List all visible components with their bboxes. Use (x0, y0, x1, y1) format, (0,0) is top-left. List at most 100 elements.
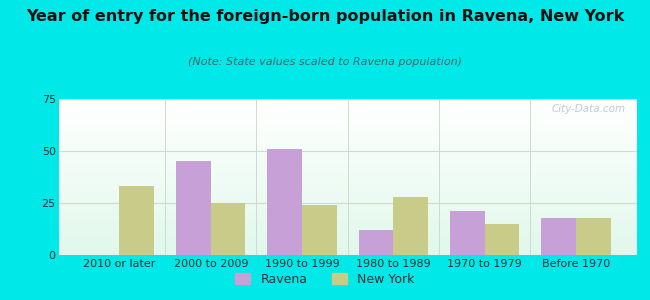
Bar (58, 164, 637, 166)
Bar (58, 130, 637, 132)
Bar (58, 172, 637, 174)
Legend: Ravena, New York: Ravena, New York (230, 268, 420, 291)
Bar (58, 188, 637, 190)
Text: City-Data.com: City-Data.com (551, 104, 625, 114)
Bar (58, 178, 637, 180)
Bar (58, 250, 637, 252)
Bar (58, 182, 637, 183)
Bar (58, 238, 637, 239)
Bar (58, 232, 637, 233)
Bar (58, 152, 637, 154)
Bar (450, 211, 485, 255)
Bar (58, 99, 637, 100)
Bar (58, 197, 637, 199)
Bar (58, 205, 637, 207)
Bar (58, 207, 637, 208)
Bar (58, 122, 637, 124)
Bar (541, 218, 576, 255)
Bar (58, 236, 637, 238)
Bar (58, 211, 637, 213)
Bar (58, 127, 637, 129)
Bar (58, 202, 637, 203)
Bar (58, 203, 637, 205)
Bar (58, 116, 637, 118)
Bar (58, 161, 637, 163)
Bar (58, 216, 637, 218)
Bar (58, 193, 637, 194)
Bar (58, 254, 637, 255)
Bar (58, 224, 637, 225)
Bar (58, 196, 637, 197)
Bar (58, 180, 637, 182)
Bar (58, 230, 637, 232)
Bar (485, 224, 519, 255)
Bar (58, 235, 637, 236)
Bar (58, 241, 637, 242)
Bar (58, 129, 637, 130)
Bar (176, 161, 211, 255)
Bar (58, 183, 637, 185)
Bar (58, 200, 637, 202)
Bar (58, 102, 637, 104)
Bar (58, 246, 637, 247)
Bar (58, 244, 637, 246)
Bar (576, 218, 611, 255)
Bar (58, 155, 637, 157)
Bar (58, 104, 637, 105)
Bar (58, 160, 637, 161)
Bar (58, 174, 637, 176)
Bar (58, 138, 637, 140)
Bar (58, 140, 637, 141)
Bar (58, 112, 637, 113)
Text: Year of entry for the foreign-born population in Ravena, New York: Year of entry for the foreign-born popul… (26, 9, 624, 24)
Bar (58, 169, 637, 171)
Bar (393, 197, 428, 255)
Bar (58, 249, 637, 250)
Bar (58, 115, 637, 116)
Bar (58, 171, 637, 172)
Bar (58, 113, 637, 115)
Bar (211, 203, 246, 255)
Bar (58, 146, 637, 147)
Bar (58, 124, 637, 125)
Bar (58, 177, 637, 178)
Bar (58, 186, 637, 188)
Bar (58, 185, 637, 186)
Bar (58, 252, 637, 254)
Bar (58, 219, 637, 221)
Bar (58, 229, 637, 230)
Bar (58, 100, 637, 102)
Bar (58, 218, 637, 219)
Bar (58, 105, 637, 107)
Bar (58, 133, 637, 135)
Bar (58, 242, 637, 244)
Bar (58, 194, 637, 196)
Bar (58, 125, 637, 127)
Bar (359, 230, 393, 255)
Bar (58, 151, 637, 152)
Bar (58, 119, 637, 121)
Bar (58, 121, 637, 122)
Bar (58, 239, 637, 241)
Bar (58, 107, 637, 108)
Bar (58, 141, 637, 143)
Bar (58, 158, 637, 160)
Bar (58, 168, 637, 169)
Bar (58, 144, 637, 146)
Bar (58, 247, 637, 249)
Bar (58, 154, 637, 155)
Bar (58, 157, 637, 158)
Bar (120, 186, 154, 255)
Bar (58, 176, 637, 177)
Bar (58, 225, 637, 227)
Bar (58, 208, 637, 210)
Text: (Note: State values scaled to Ravena population): (Note: State values scaled to Ravena pop… (188, 57, 462, 67)
Bar (267, 149, 302, 255)
Bar (58, 199, 637, 200)
Bar (58, 210, 637, 211)
Bar (58, 233, 637, 235)
Bar (58, 136, 637, 138)
Bar (58, 143, 637, 144)
Bar (58, 190, 637, 191)
Bar (58, 110, 637, 112)
